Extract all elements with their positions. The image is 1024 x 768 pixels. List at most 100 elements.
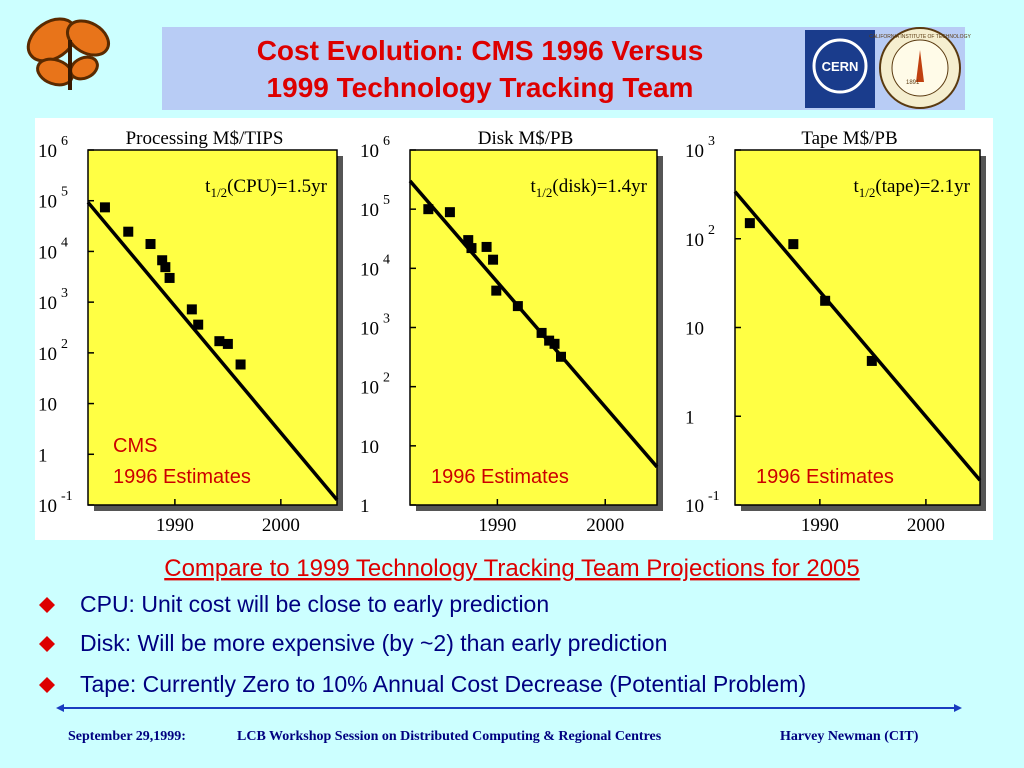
- annotation: t1/2(tape)=2.1yr: [854, 176, 971, 200]
- annotation-sub: 1/2: [859, 185, 876, 200]
- annotation: t1/2(CPU)=1.5yr: [205, 176, 327, 200]
- data-point: [463, 235, 474, 246]
- y-tick-label: 10 4: [360, 252, 390, 280]
- bullet-diamond: [39, 677, 55, 693]
- y-tick-label: 1: [38, 445, 48, 466]
- data-point: [549, 338, 560, 349]
- bullet-text: Disk: Will be more expensive (by ~2) tha…: [80, 630, 667, 656]
- y-tick-exponent: 3: [708, 134, 715, 149]
- y-tick-label: 10 4: [38, 235, 68, 263]
- bullet-diamond: [39, 597, 55, 613]
- annotation-text: t: [854, 176, 860, 197]
- data-point: [157, 255, 168, 266]
- y-tick-base: 10: [38, 242, 57, 263]
- chart: Processing M$/TIPS 10 6 10 5 10 4 10 3 10 2 10 1 10 -1…: [38, 128, 343, 536]
- y-tick-exponent: 4: [383, 252, 390, 267]
- chart-title: Processing M$/TIPS: [126, 128, 284, 149]
- y-tick-label: 10: [360, 437, 379, 458]
- chart-label: 1996 Estimates: [756, 466, 894, 488]
- y-tick-label: 1: [685, 407, 695, 428]
- y-tick-exponent: 6: [383, 134, 390, 149]
- y-tick-label: 10: [685, 319, 704, 340]
- data-point: [164, 272, 175, 283]
- annotation-rest: (tape)=2.1yr: [875, 176, 970, 197]
- caltech-year: 1891: [906, 80, 920, 86]
- y-tick-base: 10: [685, 230, 704, 251]
- data-point: [99, 202, 110, 213]
- bullet-text: Tape: Currently Zero to 10% Annual Cost …: [80, 671, 806, 697]
- footer-date: September 29,1999:: [68, 729, 186, 744]
- data-point: [556, 351, 567, 362]
- y-tick-exponent: 3: [61, 286, 68, 301]
- y-tick-label: 10 3: [685, 134, 715, 162]
- y-tick-base: 10: [685, 496, 704, 517]
- data-point: [186, 304, 197, 315]
- fit-line: [733, 190, 982, 482]
- y-tick-label: 10 6: [360, 134, 390, 162]
- subtitle: Compare to 1999 Technology Tracking Team…: [164, 555, 860, 582]
- data-point: [481, 241, 492, 252]
- y-tick-exponent: 2: [383, 371, 390, 386]
- x-tick-label: 2000: [907, 515, 945, 536]
- annotation-sub: 1/2: [210, 185, 227, 200]
- y-tick-label: 10 -1: [685, 489, 720, 517]
- footer-event: LCB Workshop Session on Distributed Comp…: [237, 729, 662, 744]
- y-tick-label: 1: [360, 496, 370, 517]
- y-tick-label: 10 -1: [38, 489, 73, 517]
- y-tick-base: 10: [360, 200, 379, 221]
- footer-author: Harvey Newman (CIT): [780, 729, 919, 744]
- data-point: [744, 218, 755, 229]
- y-tick-label: 10 2: [38, 337, 68, 365]
- y-tick-base: 10: [360, 141, 379, 162]
- title-line: 1999 Technology Tracking Team: [267, 72, 694, 103]
- data-point: [512, 301, 523, 312]
- annotation-text: t: [205, 176, 211, 197]
- y-tick-label: 10 5: [38, 185, 68, 213]
- y-tick-label: 10 6: [38, 134, 68, 162]
- fit-line: [408, 179, 659, 469]
- y-tick-exponent: 3: [383, 312, 390, 327]
- caltech-text: CALIFORNIA INSTITUTE OF TECHNOLOGY: [869, 34, 971, 40]
- y-tick-exponent: 5: [61, 185, 68, 200]
- y-tick-base: 10: [360, 378, 379, 399]
- fit-line: [86, 201, 339, 502]
- plot-area: [734, 149, 981, 506]
- y-tick-base: 10: [38, 192, 57, 213]
- chart-label: 1996 Estimates: [431, 466, 569, 488]
- chart-label: 1996 Estimates: [113, 466, 251, 488]
- data-point: [160, 262, 171, 273]
- y-tick-label: 10 3: [38, 286, 68, 314]
- y-tick-base: 10: [38, 496, 57, 517]
- y-tick-base: 10: [38, 293, 57, 314]
- data-point: [145, 239, 156, 250]
- x-tick-label: 1990: [478, 515, 516, 536]
- bullet-list: CPU: Unit cost will be close to early pr…: [39, 591, 806, 697]
- cern-logo: CERN: [805, 30, 875, 108]
- annotation-sub: 1/2: [536, 185, 553, 200]
- y-tick-exponent: -1: [61, 489, 73, 504]
- x-tick-label: 2000: [586, 515, 624, 536]
- y-tick-exponent: 6: [61, 134, 68, 149]
- title-line: Cost Evolution: CMS 1996 Versus: [257, 35, 704, 66]
- annotation-text: t: [530, 176, 536, 197]
- data-point: [491, 285, 502, 296]
- data-point: [488, 254, 499, 265]
- annotation-rest: (CPU)=1.5yr: [227, 176, 328, 197]
- data-point: [214, 336, 225, 347]
- x-tick-label: 1990: [801, 515, 839, 536]
- bullet-diamond: [39, 636, 55, 652]
- x-tick-label: 2000: [262, 515, 300, 536]
- data-point: [235, 359, 246, 370]
- chart-title: Disk M$/PB: [478, 128, 574, 149]
- charts: Processing M$/TIPS 10 6 10 5 10 4 10 3 10 2 10 1 10 -1…: [38, 128, 986, 536]
- annotation-rest: (disk)=1.4yr: [552, 176, 647, 197]
- data-point: [788, 239, 799, 250]
- y-tick-exponent: -1: [708, 489, 720, 504]
- y-tick-exponent: 2: [61, 337, 68, 352]
- y-tick-label: 10 2: [360, 371, 390, 399]
- data-point: [193, 319, 204, 330]
- data-point: [123, 226, 134, 237]
- data-point: [820, 295, 831, 306]
